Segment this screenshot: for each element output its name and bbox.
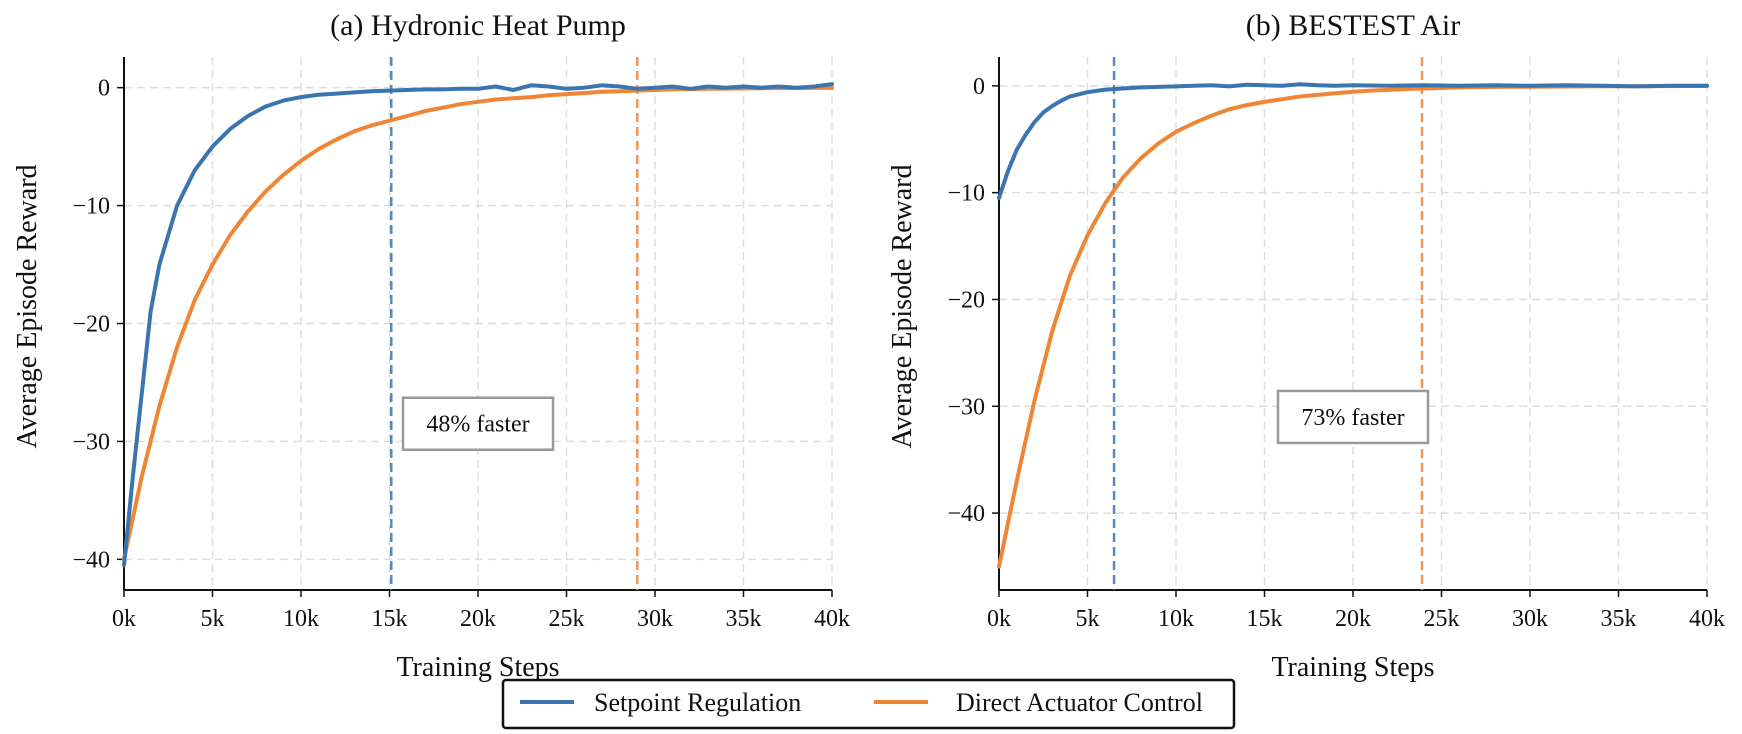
x-tick-label: 35k: [726, 606, 762, 632]
y-tick-label: −10: [72, 194, 110, 220]
y-tick-label: −20: [947, 287, 985, 313]
legend-label-direct-actuator-control: Direct Actuator Control: [956, 688, 1203, 717]
annotation-box: [401, 396, 555, 451]
x-tick-label: 15k: [1247, 606, 1283, 632]
x-tick-label: 5k: [201, 606, 225, 632]
x-tick-label: 30k: [637, 606, 673, 632]
y-tick-label: −30: [72, 429, 110, 455]
x-tick-label: 40k: [814, 606, 850, 632]
x-axis-label: Training Steps: [396, 652, 559, 683]
x-tick-label: 10k: [283, 606, 319, 632]
y-axis-label: Average Episode Reward: [12, 164, 43, 448]
panel-bestest-air: 0k 5k 10k 15k 20k 25k 30k 35k 40k 0 −10 −20 −30 −40 73…: [887, 9, 1725, 683]
x-tick-label: 40k: [1689, 606, 1725, 632]
y-tick-label: 0: [973, 74, 985, 100]
annotation-box: [1276, 389, 1430, 445]
legend-box: [501, 678, 1236, 730]
x-tick-label: 5k: [1076, 606, 1100, 632]
x-tick-label: 0k: [112, 606, 136, 632]
panel-hydronic-heat-pump: 0k 5k 10k 15k 20k 25k 30k 35k 40k 0 −10 −20 −30 −40 48…: [12, 9, 850, 683]
chart-title: (b) BESTEST Air: [1246, 9, 1460, 42]
series-line-setpoint-regulation: [997, 82, 1709, 200]
x-tick-label: 25k: [1424, 606, 1460, 632]
x-tick-label: 15k: [372, 606, 408, 632]
x-axis-label: Training Steps: [1271, 652, 1434, 683]
series-line-direct-actuator-control: [997, 83, 1709, 569]
legend-label-setpoint-regulation: Setpoint Regulation: [594, 688, 801, 717]
y-tick-label: −30: [947, 394, 985, 420]
x-tick-label: 10k: [1158, 606, 1194, 632]
y-tick-label: −20: [72, 312, 110, 338]
x-tick-label: 20k: [460, 606, 496, 632]
x-tick-label: 35k: [1601, 606, 1637, 632]
y-tick-label: −40: [947, 501, 985, 527]
y-tick-label: 0: [98, 76, 110, 102]
chart-title: (a) Hydronic Heat Pump: [330, 9, 626, 42]
y-tick-label: −10: [947, 181, 985, 207]
annotation-text: 48% faster: [426, 412, 529, 438]
legend: Setpoint Regulation Direct Actuator Cont…: [501, 678, 1236, 730]
series-line-setpoint-regulation: [122, 82, 834, 568]
y-tick-label: −40: [72, 547, 110, 573]
x-tick-label: 0k: [987, 606, 1011, 632]
annotation-text: 73% faster: [1301, 405, 1404, 431]
x-tick-label: 30k: [1512, 606, 1548, 632]
x-tick-label: 20k: [1335, 606, 1371, 632]
y-axis-label: Average Episode Reward: [887, 164, 918, 448]
x-tick-label: 25k: [549, 606, 585, 632]
